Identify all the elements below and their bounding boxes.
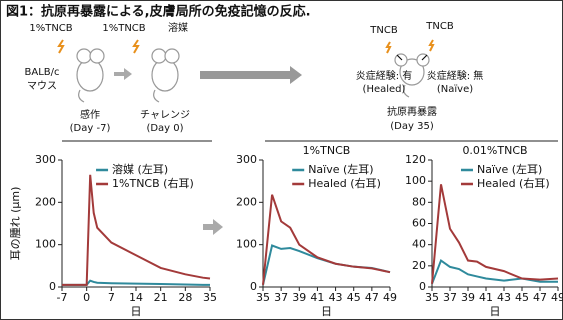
- x-tick-label: 49: [383, 291, 397, 304]
- legend-label: Healed (右耳): [477, 176, 550, 190]
- label: 抗原再暴露: [387, 105, 437, 118]
- x-tick-label: 43: [329, 291, 343, 304]
- label: マウス: [27, 80, 57, 92]
- y-tick-label: 100: [35, 238, 56, 251]
- figure: 図1：抗原再暴露による,皮膚局所の免疫記憶の反応. 1%TNCB BALB/c …: [0, 0, 563, 320]
- x-axis-label: 日: [321, 305, 332, 318]
- y-tick-label: 100: [236, 238, 257, 251]
- y-tick-label: 100: [405, 174, 426, 187]
- x-tick-label: 49: [551, 291, 563, 304]
- label: (Healed): [363, 84, 406, 95]
- label: (Day 0): [146, 123, 183, 134]
- legend-label: Naïve (左耳): [477, 163, 542, 176]
- x-tick-label: 39: [461, 291, 475, 304]
- x-tick-label: 28: [178, 291, 192, 304]
- x-tick-label: 21: [154, 291, 168, 304]
- legend-label: Healed (右耳): [308, 176, 381, 190]
- x-tick-label: 35: [256, 291, 270, 304]
- label: 炎症経験: 有: [356, 69, 413, 82]
- y-tick-label: 40: [412, 238, 426, 251]
- y-tick-label: 300: [236, 153, 257, 166]
- label: TNCB: [425, 21, 454, 32]
- x-tick-label: 39: [292, 291, 306, 304]
- label: TNCB: [369, 25, 398, 36]
- x-tick-label: -7: [57, 291, 68, 304]
- y-tick-label: 20: [412, 259, 426, 272]
- x-tick-label: 37: [274, 291, 288, 304]
- label: 1%TNCB: [29, 23, 72, 34]
- y-tick-label: 200: [236, 195, 257, 208]
- x-tick-label: 45: [347, 291, 361, 304]
- chart-title: 0.01%TNCB: [462, 144, 527, 157]
- label: 炎症経験: 無: [427, 69, 484, 82]
- x-tick-label: 37: [443, 291, 457, 304]
- label: 1%TNCB: [102, 23, 145, 34]
- label: (Naïve): [437, 84, 473, 95]
- x-tick-label: 45: [515, 291, 529, 304]
- x-tick-label: 41: [479, 291, 493, 304]
- x-axis-label: 日: [131, 305, 142, 318]
- y-tick-label: 80: [412, 195, 426, 208]
- label: 溶媒: [168, 21, 188, 34]
- label: 感作: [80, 108, 100, 121]
- legend-label: Naïve (左耳): [308, 163, 373, 176]
- frame: [1, 1, 563, 320]
- label: チャレンジ: [140, 109, 190, 121]
- x-tick-label: 43: [497, 291, 511, 304]
- x-tick-label: 47: [533, 291, 547, 304]
- y-tick-label: 200: [35, 195, 56, 208]
- chart-title: 1%TNCB: [303, 144, 351, 157]
- x-tick-label: 7: [108, 291, 115, 304]
- legend-label: 溶媒 (左耳): [112, 162, 168, 176]
- y-tick-label: 120: [405, 153, 426, 166]
- x-tick-label: 41: [310, 291, 324, 304]
- y-axis-label: 耳の腫れ (μm): [8, 187, 22, 261]
- y-tick-label: 60: [412, 217, 426, 230]
- x-tick-label: 35: [203, 291, 217, 304]
- label: (Day 35): [390, 121, 434, 132]
- figure-title: 図1：抗原再暴露による,皮膚局所の免疫記憶の反応.: [6, 4, 311, 20]
- x-axis-label: 日: [490, 305, 501, 318]
- y-tick-label: 0: [49, 280, 56, 293]
- label: BALB/c: [25, 67, 60, 78]
- label: (Day -7): [70, 123, 111, 134]
- x-tick-label: 35: [425, 291, 439, 304]
- x-tick-label: 14: [129, 291, 143, 304]
- x-tick-label: 0: [83, 291, 90, 304]
- legend-label: 1%TNCB (右耳): [112, 176, 194, 190]
- x-tick-label: 47: [365, 291, 379, 304]
- y-tick-label: 300: [35, 153, 56, 166]
